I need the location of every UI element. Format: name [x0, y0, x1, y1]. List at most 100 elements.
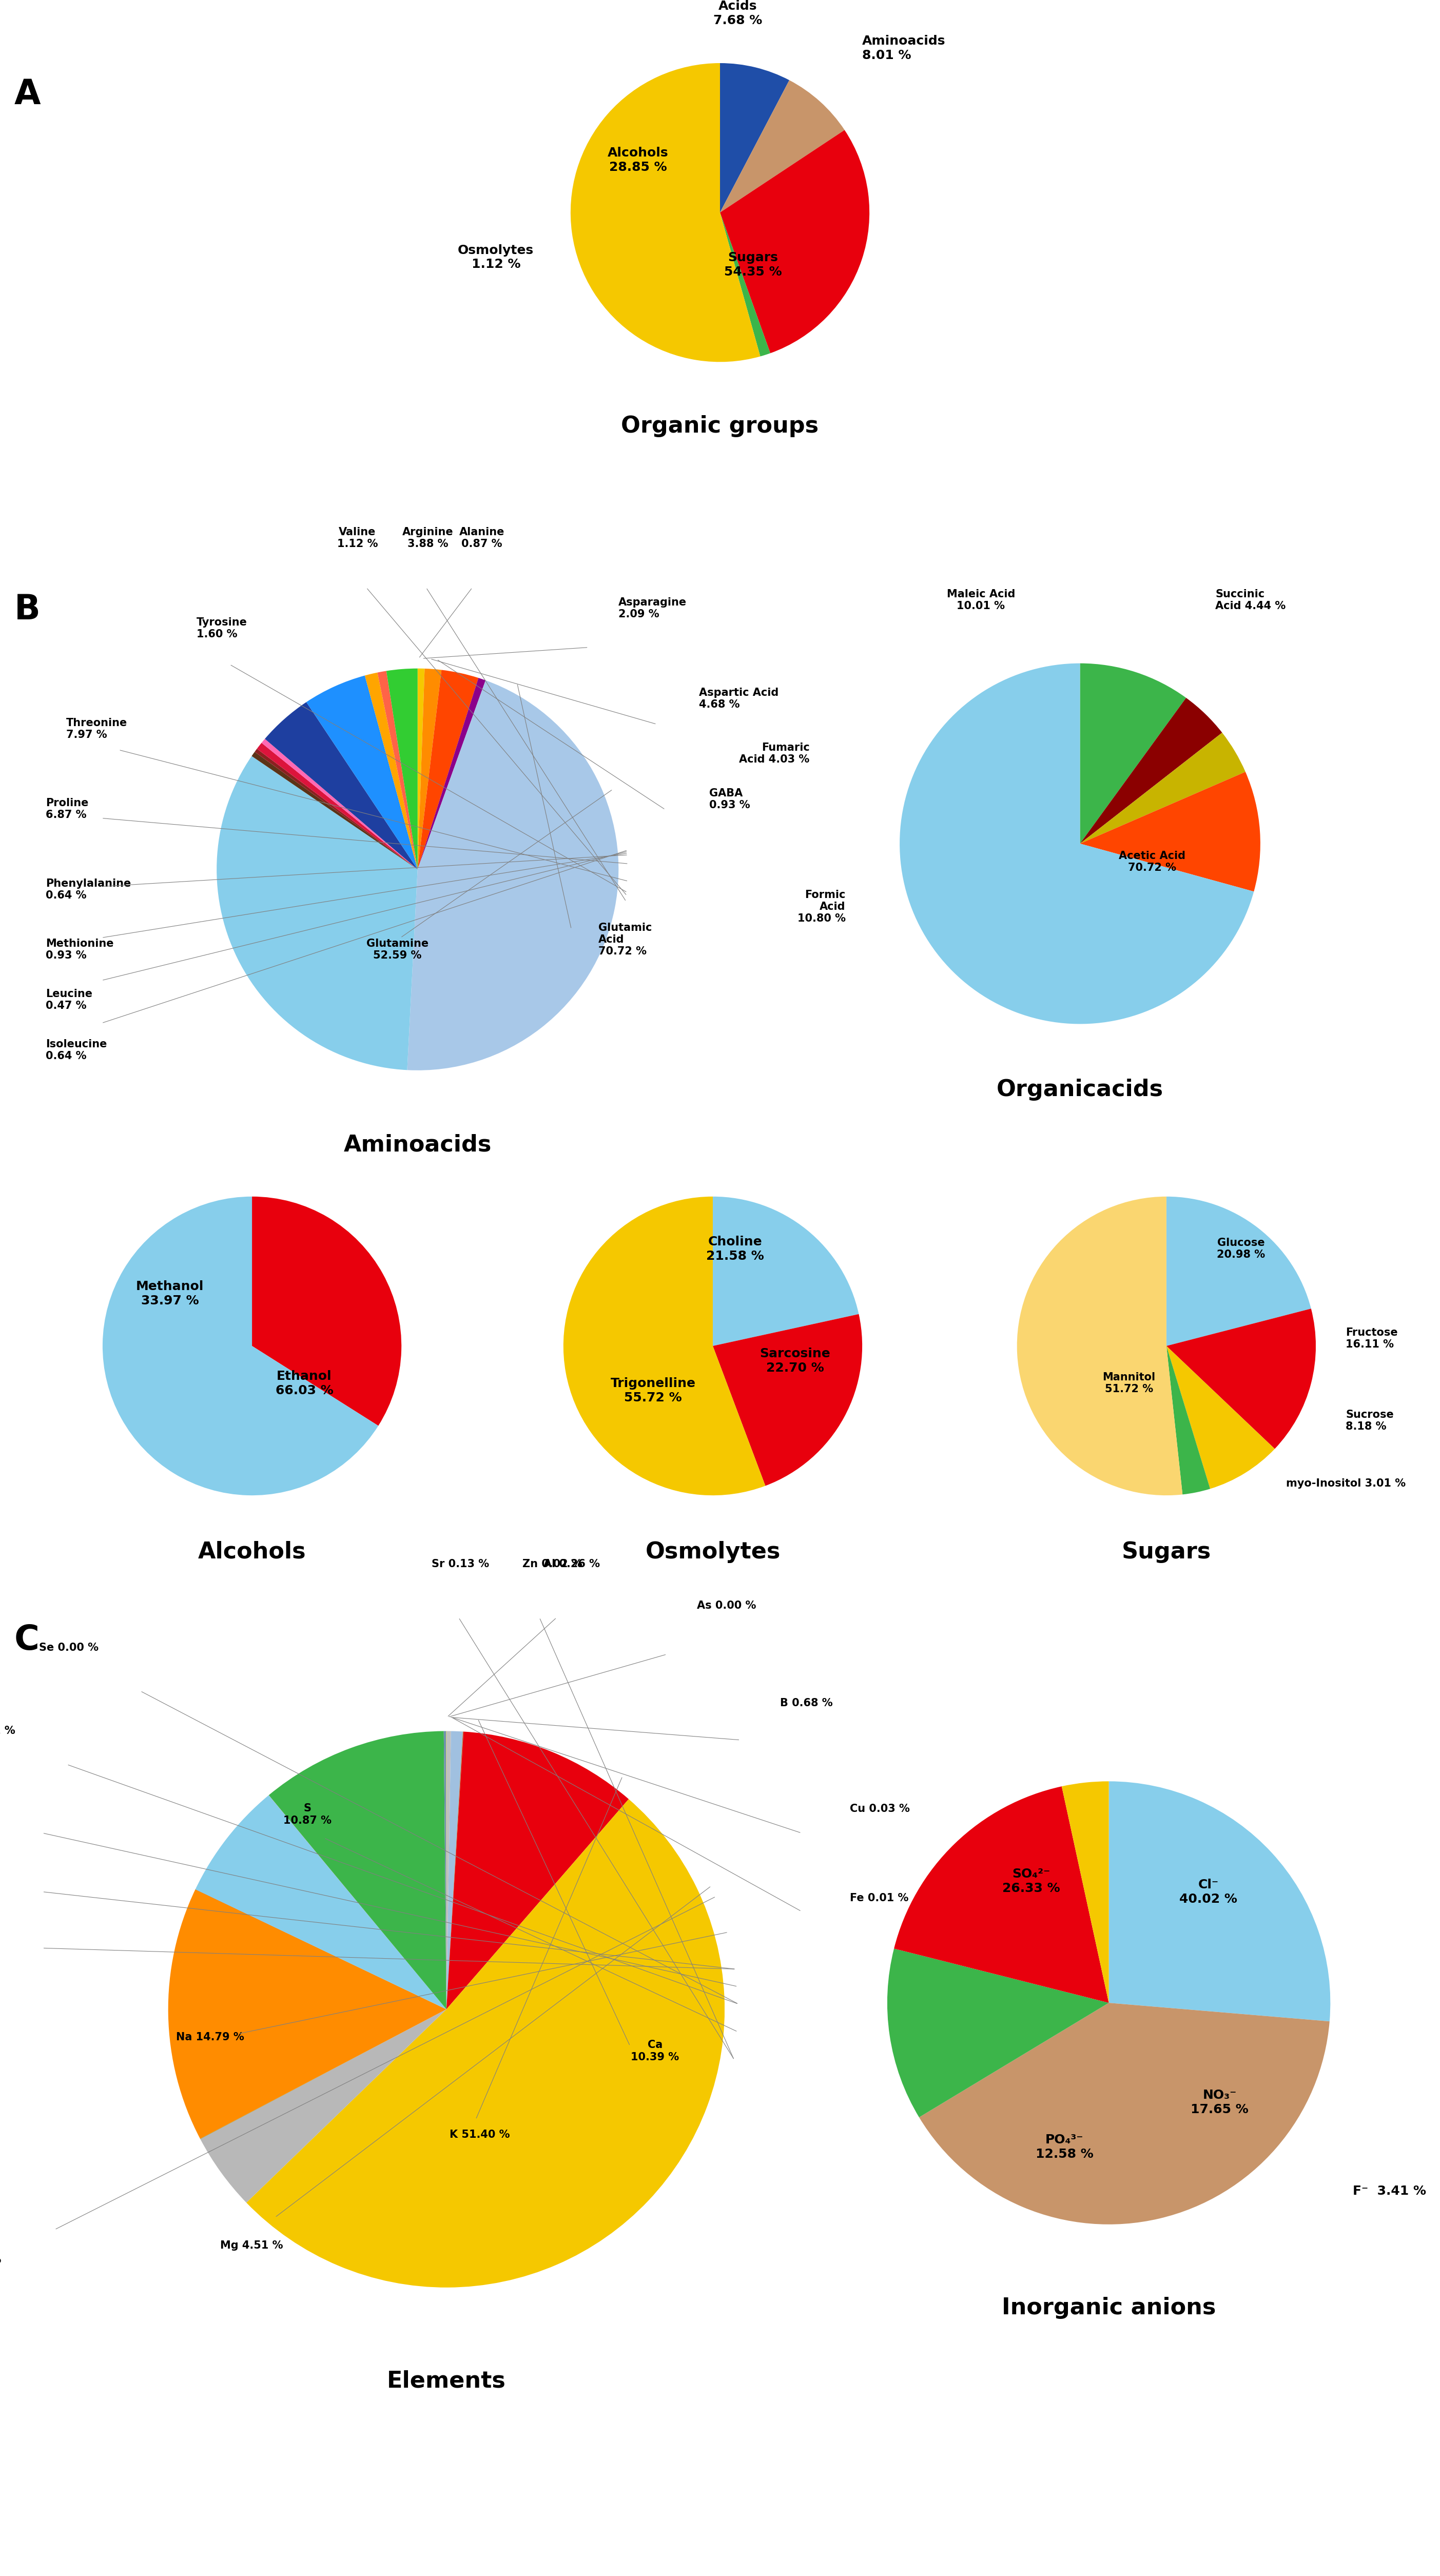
- Text: Glucose
20.98 %: Glucose 20.98 %: [1217, 1236, 1266, 1260]
- Text: B: B: [14, 592, 40, 626]
- Title: Organicacids: Organicacids: [996, 1079, 1164, 1100]
- Text: Phenylalanine
0.64 %: Phenylalanine 0.64 %: [46, 878, 131, 902]
- Text: Aminoacids
8.01 %: Aminoacids 8.01 %: [863, 36, 945, 62]
- Title: Aminoacids: Aminoacids: [344, 1133, 491, 1157]
- Wedge shape: [265, 703, 418, 871]
- Text: Isoleucine
0.64 %: Isoleucine 0.64 %: [46, 1038, 107, 1061]
- Wedge shape: [168, 1888, 446, 2138]
- Text: NO₃⁻
17.65 %: NO₃⁻ 17.65 %: [1191, 2089, 1248, 2115]
- Text: Cu 0.03 %: Cu 0.03 %: [850, 1803, 910, 1814]
- Text: Fructose
16.11 %: Fructose 16.11 %: [1346, 1327, 1398, 1350]
- Text: Sugars
54.35 %: Sugars 54.35 %: [724, 252, 782, 278]
- Text: Se 0.00 %: Se 0.00 %: [39, 1643, 98, 1654]
- Text: myo-Inositol 3.01 %: myo-Inositol 3.01 %: [1286, 1479, 1405, 1489]
- Wedge shape: [102, 1195, 379, 1494]
- Wedge shape: [364, 672, 418, 871]
- Wedge shape: [894, 1785, 1109, 2004]
- Wedge shape: [446, 1731, 462, 2009]
- Text: Succinic
Acid 4.44 %: Succinic Acid 4.44 %: [1215, 590, 1286, 611]
- Wedge shape: [444, 1731, 446, 2009]
- Text: GABA
0.93 %: GABA 0.93 %: [708, 788, 750, 811]
- Text: SO₄²⁻
26.33 %: SO₄²⁻ 26.33 %: [1002, 1868, 1060, 1893]
- Text: Tyrosine
1.60 %: Tyrosine 1.60 %: [197, 618, 248, 639]
- Text: Trigonelline
55.72 %: Trigonelline 55.72 %: [611, 1378, 696, 1404]
- Text: Maleic Acid
10.01 %: Maleic Acid 10.01 %: [946, 590, 1015, 611]
- Text: Acetic Acid
70.72 %: Acetic Acid 70.72 %: [1119, 850, 1185, 873]
- Title: Inorganic anions: Inorganic anions: [1002, 2298, 1215, 2318]
- Text: Fe 0.01 %: Fe 0.01 %: [850, 1893, 909, 1904]
- Text: Cl⁻
40.02 %: Cl⁻ 40.02 %: [1179, 1878, 1237, 1906]
- Wedge shape: [1080, 773, 1260, 891]
- Wedge shape: [1080, 732, 1246, 845]
- Wedge shape: [269, 1795, 446, 2009]
- Text: Glutamic
Acid
70.72 %: Glutamic Acid 70.72 %: [599, 922, 652, 956]
- Wedge shape: [919, 2004, 1329, 2223]
- Wedge shape: [269, 1731, 446, 2009]
- Wedge shape: [887, 1947, 1109, 2117]
- Wedge shape: [307, 675, 418, 871]
- Wedge shape: [256, 742, 418, 871]
- Wedge shape: [446, 1731, 451, 2009]
- Title: Osmolytes: Osmolytes: [645, 1540, 780, 1564]
- Wedge shape: [720, 211, 770, 355]
- Title: Elements: Elements: [387, 2370, 505, 2393]
- Text: Arginine
3.88 %: Arginine 3.88 %: [402, 526, 454, 549]
- Text: Methanol
33.97 %: Methanol 33.97 %: [135, 1280, 204, 1306]
- Text: Fumaric
Acid 4.03 %: Fumaric Acid 4.03 %: [739, 742, 809, 765]
- Wedge shape: [418, 667, 425, 871]
- Text: A: A: [14, 77, 40, 111]
- Wedge shape: [563, 1195, 765, 1494]
- Title: Sugars: Sugars: [1122, 1540, 1211, 1564]
- Wedge shape: [446, 1731, 451, 2009]
- Wedge shape: [200, 2009, 446, 2202]
- Text: Choline
21.58 %: Choline 21.58 %: [706, 1236, 765, 1262]
- Text: Asparagine
2.09 %: Asparagine 2.09 %: [619, 598, 687, 618]
- Text: Mannitol
51.72 %: Mannitol 51.72 %: [1103, 1373, 1155, 1394]
- Wedge shape: [570, 62, 760, 361]
- Text: Mg 4.51 %: Mg 4.51 %: [220, 2241, 284, 2251]
- Wedge shape: [252, 752, 418, 871]
- Text: Formic
Acid
10.80 %: Formic Acid 10.80 %: [798, 889, 845, 925]
- Text: Aspartic Acid
4.68 %: Aspartic Acid 4.68 %: [698, 688, 779, 711]
- Wedge shape: [418, 670, 478, 871]
- Text: Sarcosine
22.70 %: Sarcosine 22.70 %: [760, 1347, 831, 1373]
- Text: Proline
6.87 %: Proline 6.87 %: [46, 799, 89, 819]
- Text: Rb 0.01 %: Rb 0.01 %: [0, 1726, 16, 1736]
- Text: Alcohols
28.85 %: Alcohols 28.85 %: [608, 147, 668, 173]
- Text: Ca
10.39 %: Ca 10.39 %: [631, 2040, 680, 2063]
- Text: Leucine
0.47 %: Leucine 0.47 %: [46, 989, 92, 1012]
- Wedge shape: [1080, 698, 1223, 845]
- Wedge shape: [1061, 1783, 1109, 2004]
- Wedge shape: [720, 129, 870, 353]
- Text: F⁻  3.41 %: F⁻ 3.41 %: [1352, 2184, 1426, 2197]
- Text: Ethanol
66.03 %: Ethanol 66.03 %: [275, 1370, 333, 1396]
- Text: Threonine
7.97 %: Threonine 7.97 %: [66, 719, 127, 739]
- Wedge shape: [377, 670, 418, 871]
- Text: Alanine
0.87 %: Alanine 0.87 %: [459, 526, 504, 549]
- Wedge shape: [418, 677, 485, 871]
- Wedge shape: [713, 1314, 863, 1486]
- Wedge shape: [255, 750, 418, 871]
- Wedge shape: [418, 670, 442, 871]
- Text: PO₄³⁻
12.58 %: PO₄³⁻ 12.58 %: [1035, 2133, 1093, 2161]
- Wedge shape: [262, 739, 418, 871]
- Wedge shape: [446, 1731, 464, 2009]
- Text: Valine
1.12 %: Valine 1.12 %: [337, 526, 377, 549]
- Wedge shape: [196, 1888, 446, 2009]
- Wedge shape: [720, 62, 789, 211]
- Text: Sr 0.13 %: Sr 0.13 %: [432, 1558, 490, 1569]
- Wedge shape: [1017, 1195, 1182, 1494]
- Wedge shape: [408, 680, 619, 1069]
- Text: Glutamine
52.59 %: Glutamine 52.59 %: [366, 938, 429, 961]
- Text: Al 0.26 %: Al 0.26 %: [543, 1558, 600, 1569]
- Wedge shape: [1166, 1309, 1316, 1448]
- Wedge shape: [1109, 1783, 1331, 2022]
- Text: Sucrose
8.18 %: Sucrose 8.18 %: [1346, 1409, 1394, 1432]
- Wedge shape: [713, 1195, 858, 1345]
- Wedge shape: [246, 1798, 724, 2287]
- Wedge shape: [1166, 1195, 1310, 1345]
- Wedge shape: [1166, 1345, 1210, 1494]
- Wedge shape: [446, 1731, 629, 2009]
- Text: Osmolytes
1.12 %: Osmolytes 1.12 %: [458, 245, 534, 270]
- Text: Zn 0.02 %: Zn 0.02 %: [523, 1558, 582, 1569]
